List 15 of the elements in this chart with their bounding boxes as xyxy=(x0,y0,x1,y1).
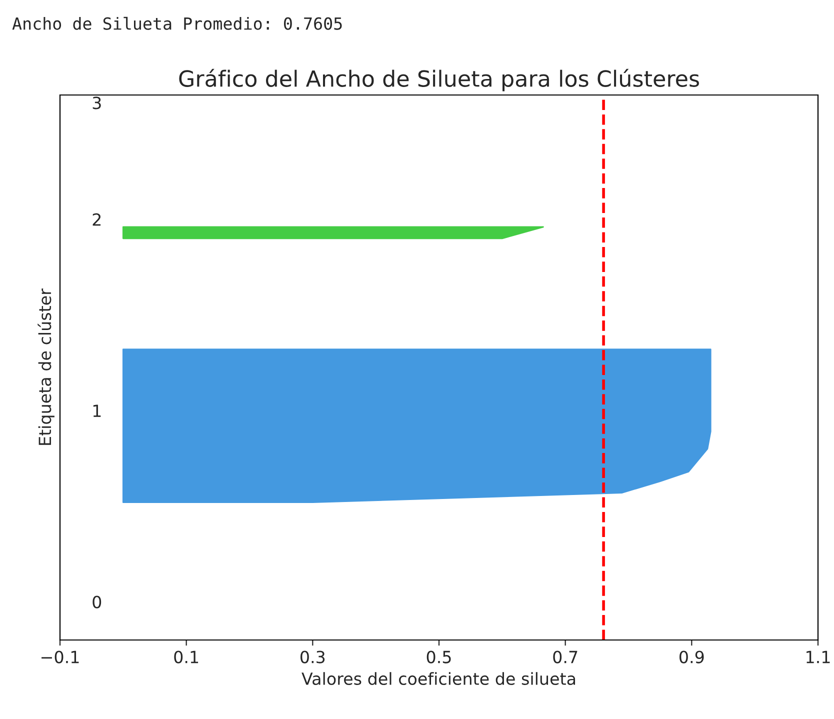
x-tick-label: 0.5 xyxy=(426,650,451,664)
x-tick-label: 0.1 xyxy=(174,650,198,664)
x-tick-label: −0.1 xyxy=(42,650,79,664)
x-tick-label: 0.9 xyxy=(680,650,704,664)
y-tick-label: 2 xyxy=(92,213,101,226)
chart-title: Gráfico del Ancho de Silueta para los Clústeres xyxy=(179,68,699,92)
x-tick-label: 0.3 xyxy=(300,650,325,664)
y-axis-title: Etiqueta de clúster xyxy=(38,288,54,445)
y-tick-label: 3 xyxy=(92,96,101,110)
y-tick-label: 0 xyxy=(92,596,102,608)
x-tick-label: 1.1 xyxy=(806,650,830,664)
x-axis-title: Valores del coeficiente de silueta xyxy=(302,672,576,686)
x-tick-label: 0.7 xyxy=(553,650,578,664)
y-tick-label: 1 xyxy=(93,404,101,417)
text: Ancho de Silueta Promedio: 0.7605 xyxy=(12,16,342,30)
